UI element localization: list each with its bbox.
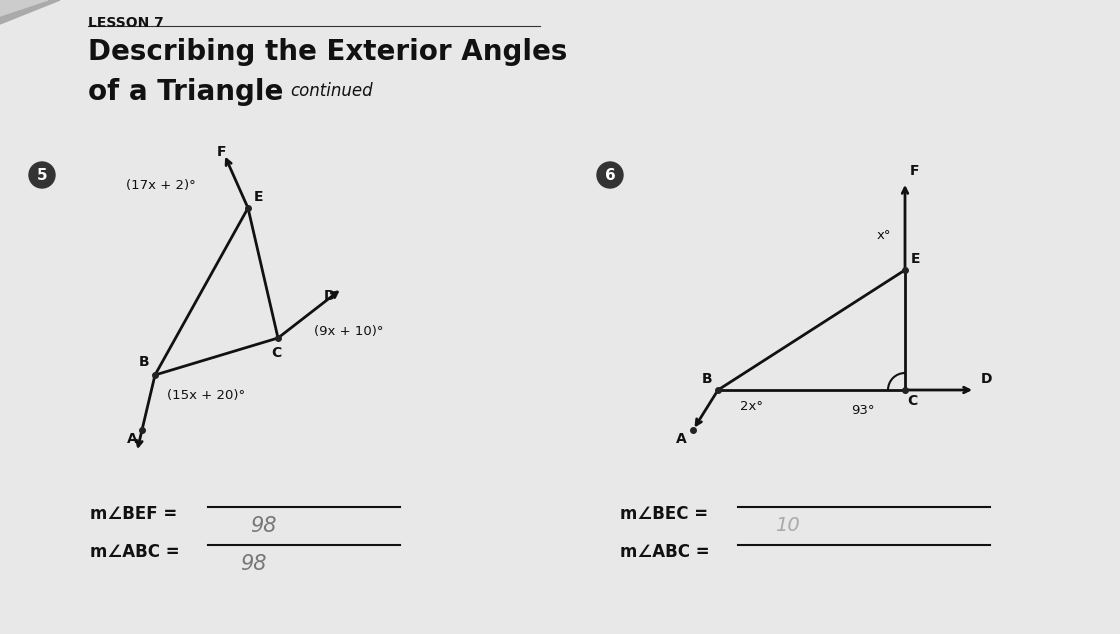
Text: 2x°: 2x° (740, 400, 763, 413)
Text: m∠ABC =: m∠ABC = (620, 543, 710, 561)
Text: B: B (701, 372, 712, 386)
Text: 10: 10 (775, 516, 800, 535)
Text: Describing the Exterior Angles: Describing the Exterior Angles (88, 38, 568, 66)
Text: B: B (139, 355, 149, 369)
Text: (15x + 20)°: (15x + 20)° (167, 389, 245, 402)
Text: m∠BEF =: m∠BEF = (90, 505, 177, 523)
Text: A: A (128, 432, 138, 446)
Text: E: E (911, 252, 921, 266)
Text: D: D (324, 289, 336, 303)
Text: A: A (676, 432, 687, 446)
Text: (9x + 10)°: (9x + 10)° (314, 325, 383, 338)
Text: 98: 98 (240, 554, 267, 574)
Text: of a Triangle: of a Triangle (88, 78, 283, 106)
Text: 93°: 93° (851, 404, 875, 417)
Text: x°: x° (877, 229, 892, 242)
Text: LESSON 7: LESSON 7 (88, 16, 164, 30)
Text: 5: 5 (37, 167, 47, 183)
Text: continued: continued (290, 82, 373, 100)
Text: (17x + 2)°: (17x + 2)° (127, 179, 196, 192)
Circle shape (597, 162, 623, 188)
Circle shape (29, 162, 55, 188)
Text: m∠ABC =: m∠ABC = (90, 543, 179, 561)
Text: C: C (271, 346, 281, 360)
Text: D: D (981, 372, 992, 386)
Text: 98: 98 (250, 516, 277, 536)
Polygon shape (0, 0, 60, 24)
Polygon shape (0, 0, 48, 16)
Text: F: F (909, 164, 920, 178)
Text: m∠BEC =: m∠BEC = (620, 505, 708, 523)
Text: E: E (254, 190, 263, 204)
Text: F: F (216, 145, 226, 159)
Text: C: C (907, 394, 917, 408)
Text: 6: 6 (605, 167, 615, 183)
